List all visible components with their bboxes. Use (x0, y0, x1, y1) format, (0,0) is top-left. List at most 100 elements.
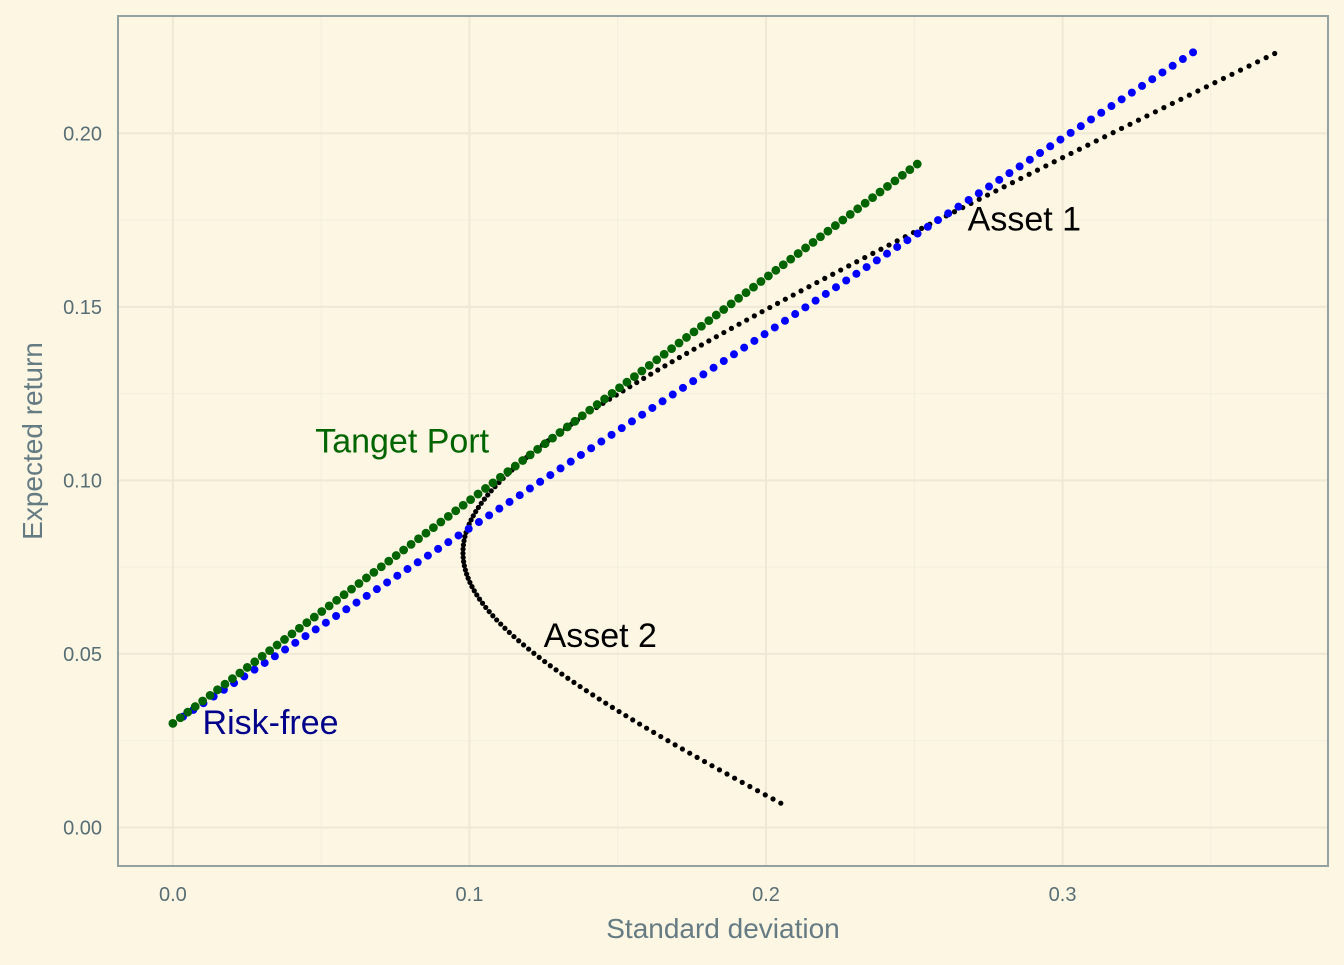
data-point (749, 282, 758, 292)
data-point (1263, 55, 1269, 61)
data-point (944, 209, 953, 218)
data-point (782, 296, 788, 302)
data-point (474, 518, 483, 527)
data-point (699, 370, 708, 379)
data-point (1144, 113, 1150, 119)
data-point (597, 437, 606, 446)
x-axis-title: Standard deviation (606, 913, 840, 944)
data-point (791, 310, 800, 319)
data-point (590, 692, 596, 698)
data-point (822, 275, 828, 281)
data-point (1135, 117, 1142, 123)
data-point (1117, 95, 1126, 104)
data-point (571, 679, 577, 685)
data-point (778, 800, 784, 806)
data-point (383, 578, 392, 587)
data-point (964, 195, 973, 204)
data-point (756, 277, 766, 286)
data-point (1229, 71, 1235, 77)
data-point (403, 565, 412, 574)
data-point (644, 725, 650, 731)
data-point (600, 394, 610, 404)
data-point (533, 444, 543, 454)
data-point (868, 193, 877, 203)
data-point (369, 567, 379, 577)
data-point (466, 495, 476, 505)
y-tick-label: 0.15 (63, 297, 102, 319)
data-point (168, 718, 178, 728)
data-point (485, 492, 491, 498)
data-point (1178, 96, 1184, 102)
data-point (291, 638, 300, 647)
data-point (362, 591, 371, 600)
data-point (1068, 150, 1074, 157)
data-point (311, 625, 320, 634)
data-point (272, 640, 282, 650)
data-point (287, 629, 297, 639)
annotation-asset-2: Asset 2 (544, 617, 657, 655)
data-point (689, 377, 698, 386)
data-point (486, 608, 492, 615)
data-point (731, 775, 738, 781)
data-point (652, 355, 662, 365)
data-point (993, 188, 999, 194)
data-point (674, 338, 684, 348)
data-point (460, 554, 466, 561)
data-point (235, 668, 245, 678)
data-point (384, 556, 394, 566)
data-point (816, 232, 825, 242)
series-layer (168, 48, 1278, 806)
data-point (1220, 75, 1227, 82)
data-point (413, 558, 422, 567)
data-point (548, 433, 557, 443)
data-point (485, 511, 494, 520)
data-point (1237, 67, 1244, 73)
annotation-layer: Asset 1 Asset 2 Tanget Port Risk-free (203, 200, 1082, 741)
data-point (332, 611, 341, 620)
data-point (443, 512, 453, 521)
data-point (759, 309, 765, 315)
data-point (546, 471, 555, 480)
data-point (565, 675, 571, 681)
data-point (516, 638, 522, 644)
data-point (406, 539, 416, 549)
data-point (520, 642, 527, 648)
data-point (728, 325, 735, 331)
data-point (205, 690, 215, 700)
data-point (658, 397, 667, 406)
data-point (801, 243, 810, 253)
data-point (648, 371, 654, 377)
data-point (464, 571, 470, 577)
data-point (281, 645, 290, 654)
data-point (309, 612, 319, 622)
data-point (502, 625, 508, 631)
data-point (462, 534, 468, 540)
data-point (811, 296, 820, 305)
data-point (648, 403, 657, 412)
data-point (464, 524, 473, 533)
data-point (183, 707, 193, 717)
data-point (754, 788, 761, 794)
y-tick-label: 0.05 (63, 644, 102, 666)
data-point (479, 600, 486, 606)
data-point (862, 263, 871, 272)
data-point (265, 646, 275, 656)
data-point (719, 357, 728, 366)
data-point (716, 767, 723, 773)
data-point (1056, 135, 1065, 144)
data-point (838, 215, 848, 225)
data-point (421, 528, 431, 538)
data-point (556, 464, 565, 473)
data-point (454, 531, 463, 540)
data-point (719, 305, 729, 314)
data-point (1025, 155, 1034, 164)
data-point (1186, 92, 1192, 98)
data-point (175, 713, 185, 723)
y-axis-title: Expected return (17, 342, 48, 540)
data-point (473, 509, 479, 515)
data-point (576, 450, 585, 459)
data-point (736, 321, 742, 327)
data-point (321, 618, 330, 627)
data-point (711, 310, 721, 320)
data-point (913, 229, 922, 238)
